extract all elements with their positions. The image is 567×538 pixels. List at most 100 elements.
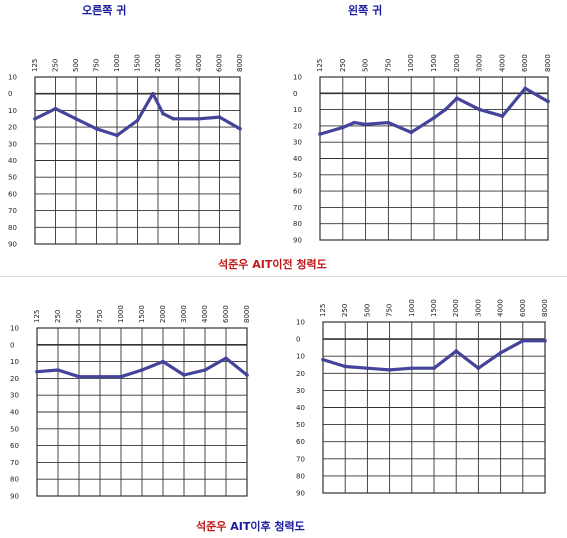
decibel-tick-label: 30 xyxy=(8,140,17,148)
left-ear-title: 왼쪽 귀 xyxy=(348,4,383,17)
threshold-point xyxy=(455,96,459,100)
decibel-tick-label: 10 xyxy=(10,358,19,366)
frequency-tick-label: 8000 xyxy=(236,54,244,72)
threshold-point xyxy=(94,126,99,131)
decibel-tick-label: 90 xyxy=(10,493,19,501)
frequency-tick-label: 250 xyxy=(339,59,347,72)
frequency-tick-label: 3000 xyxy=(474,299,482,317)
frequency-tick-label: 125 xyxy=(319,304,327,317)
frequency-tick-label: 1500 xyxy=(430,54,438,72)
frequency-tick-label: 1500 xyxy=(134,54,142,72)
frequency-tick-label: 500 xyxy=(363,304,371,317)
section-divider xyxy=(0,276,567,277)
threshold-point xyxy=(77,374,81,379)
decibel-tick-label: 10 xyxy=(296,319,305,327)
frequency-tick-label: 1500 xyxy=(430,299,438,317)
threshold-point xyxy=(386,120,391,125)
threshold-point xyxy=(33,116,37,121)
decibel-tick-label: 90 xyxy=(8,241,17,249)
decibel-tick-label: 60 xyxy=(293,188,302,196)
threshold-point xyxy=(523,86,527,91)
frequency-tick-label: 750 xyxy=(384,59,392,72)
threshold-point xyxy=(182,373,186,377)
decibel-tick-label: 70 xyxy=(10,459,19,467)
decibel-tick-label: 70 xyxy=(296,455,305,463)
frequency-tick-label: 250 xyxy=(54,310,62,323)
frequency-tick-label: 2000 xyxy=(159,305,167,323)
threshold-point xyxy=(115,133,119,138)
decibel-tick-label: 10 xyxy=(296,353,305,361)
threshold-point xyxy=(171,116,176,121)
right-ear-title: 오른쪽 귀 xyxy=(82,4,127,17)
decibel-tick-label: 20 xyxy=(10,375,19,383)
threshold-point xyxy=(140,368,144,372)
frequency-tick-label: 750 xyxy=(96,310,104,323)
threshold-point xyxy=(98,374,102,379)
frequency-tick-label: 8000 xyxy=(541,299,549,317)
threshold-point xyxy=(498,350,503,355)
decibel-tick-label: 20 xyxy=(296,370,305,378)
decibel-tick-label: 20 xyxy=(293,122,302,130)
threshold-point xyxy=(500,114,505,118)
frequency-tick-label: 3000 xyxy=(476,54,484,72)
frequency-tick-label: 6000 xyxy=(521,54,529,72)
before-ait-name: 석준우 xyxy=(218,258,249,271)
frequency-tick-label: 125 xyxy=(316,59,324,72)
threshold-point xyxy=(546,99,550,104)
frequency-tick-label: 250 xyxy=(52,59,60,72)
frequency-tick-label: 3000 xyxy=(175,54,183,72)
frequency-tick-label: 8000 xyxy=(243,305,251,323)
decibel-tick-label: 70 xyxy=(8,207,17,215)
decibel-tick-label: 10 xyxy=(10,325,19,333)
decibel-tick-label: 80 xyxy=(293,220,302,228)
threshold-point xyxy=(135,118,140,123)
decibel-tick-label: 60 xyxy=(8,190,17,198)
threshold-point xyxy=(363,122,368,127)
decibel-tick-label: 20 xyxy=(8,124,17,132)
frequency-tick-label: 8000 xyxy=(544,54,552,72)
decibel-tick-label: 40 xyxy=(10,409,19,417)
decibel-tick-label: 60 xyxy=(10,442,19,450)
threshold-point xyxy=(410,366,414,370)
decibel-tick-label: 80 xyxy=(8,224,17,232)
threshold-point xyxy=(454,349,459,353)
threshold-point xyxy=(543,339,547,343)
threshold-point xyxy=(151,91,155,96)
threshold-point xyxy=(387,368,392,372)
frequency-tick-label: 6000 xyxy=(216,54,224,72)
after-ait-caption: 석준우 AIT이후 청력도 xyxy=(196,518,305,534)
decibel-tick-label: 80 xyxy=(10,476,19,484)
threshold-point xyxy=(321,357,325,362)
threshold-point xyxy=(224,356,228,361)
decibel-tick-label: 0 xyxy=(296,336,300,344)
frequency-tick-label: 250 xyxy=(341,304,349,317)
decibel-tick-label: 10 xyxy=(8,74,17,82)
threshold-point xyxy=(35,369,39,374)
frequency-tick-label: 500 xyxy=(362,59,370,72)
decibel-tick-label: 60 xyxy=(296,438,305,446)
frequency-tick-label: 1000 xyxy=(407,54,415,72)
threshold-point xyxy=(365,366,370,370)
decibel-tick-label: 0 xyxy=(8,90,12,98)
decibel-tick-label: 40 xyxy=(8,157,17,165)
decibel-tick-label: 70 xyxy=(293,204,302,212)
decibel-tick-label: 80 xyxy=(296,472,305,480)
frequency-tick-label: 1000 xyxy=(113,54,121,72)
threshold-point xyxy=(476,366,481,370)
frequency-tick-label: 2000 xyxy=(452,299,460,317)
hearing-threshold-line xyxy=(33,92,242,137)
decibel-tick-label: 30 xyxy=(293,139,302,147)
frequency-tick-label: 500 xyxy=(72,59,80,72)
before-ait-text: AIT이전 청력도 xyxy=(252,258,327,271)
decibel-tick-label: 90 xyxy=(296,490,305,498)
threshold-point xyxy=(217,115,222,119)
decibel-tick-label: 0 xyxy=(10,341,14,349)
threshold-point xyxy=(432,115,436,120)
decibel-tick-label: 30 xyxy=(296,387,305,395)
after-ait-text: AIT이후 청력도 xyxy=(230,520,305,533)
decibel-tick-label: 10 xyxy=(8,107,17,115)
decibel-tick-label: 50 xyxy=(293,171,302,179)
